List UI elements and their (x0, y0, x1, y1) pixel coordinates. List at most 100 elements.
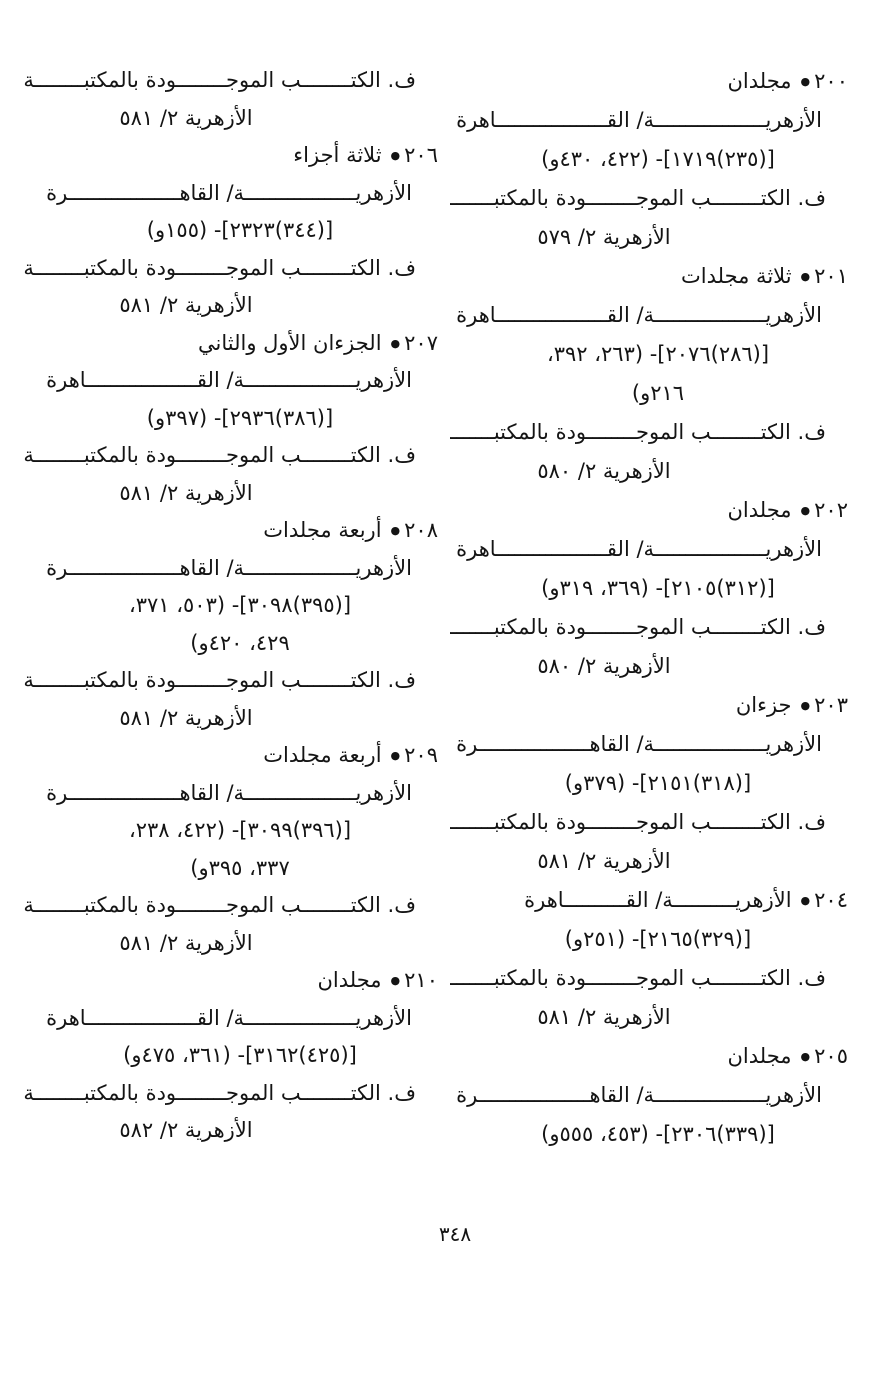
page-number: ٣٤٨ (438, 1222, 472, 1246)
location-line: الأزهرية ٢/ ٥٨٠ (537, 654, 671, 678)
entry-header-line: ٢٠٧● الجزءان الأول والثاني (24, 325, 438, 363)
holdings-line: ف. الكتــــــــب الموجــــــــودة بالمكت… (450, 966, 826, 990)
entry-title: الجزءان الأول والثاني (198, 330, 382, 355)
reference-line: [(٣٨٦)٢٩٣٦]- (٣٩٧و) (146, 405, 334, 430)
source-line: الأزهريــــــــــــــــــة/ القاهـــــــ… (46, 780, 412, 805)
reference-line: ٤٢٩، ٤٢٠و) (190, 630, 290, 655)
reference-line: [(٢٣٥)١٧١٩]- (٤٢٢، ٤٣٠و) (541, 147, 775, 171)
bullet-icon: ● (800, 699, 811, 712)
source-line: الأزهريــــــــــــــــــة/ القاهـــــــ… (46, 180, 412, 205)
reference-line: [(٤٢٥)٣١٦٢]- (٣٦١، ٤٧٥و) (123, 1043, 357, 1067)
entry-title: جزءان (735, 693, 792, 717)
entry-title: مجلدان (727, 69, 792, 93)
location-line: الأزهرية ٢/ ٥٨١ (119, 293, 253, 317)
location-line: الأزهرية ٢/ ٥٨٢ (119, 1118, 253, 1142)
entry-number: ٢٠٢ (814, 498, 848, 522)
source-line: الأزهريــــــــــــــــــة/ القاهـــــــ… (46, 555, 412, 580)
bullet-icon: ● (390, 974, 401, 987)
entry-header-line: ٢٠٩● أربعة مجلدات (24, 737, 438, 775)
bullet-icon: ● (390, 149, 401, 162)
column-left: ف. الكتــــــــب الموجــــــــودة بالمكت… (24, 62, 438, 1154)
holdings-line: ف. الكتــــــــب الموجــــــــودة بالمكت… (450, 186, 826, 210)
entry-number: ٢٠٣ (814, 693, 848, 717)
entry-title: ثلاثة أجزاء (293, 143, 382, 167)
entry-number: ٢٠٦ (404, 143, 438, 167)
reference-line: [(٣٩٦)٣٠٩٩]- (٤٢٢، ٢٣٨، (128, 818, 352, 842)
bullet-icon: ● (800, 894, 811, 907)
entry-number: ٢٠١ (814, 264, 848, 288)
bullet-icon: ● (800, 1050, 811, 1063)
holdings-line: ف. الكتــــــــب الموجــــــــودة بالمكت… (24, 68, 416, 92)
bullet-icon: ● (800, 504, 811, 517)
holdings-line: ف. الكتــــــــب الموجــــــــودة بالمكت… (450, 420, 826, 444)
reference-line: [(٣٩٥)٣٠٩٨]- (٥٠٣، ٣٧١، (128, 593, 352, 617)
entry-title: أربعة مجلدات (263, 743, 382, 767)
entry-title: ثلاثة مجلدات (681, 264, 792, 288)
entry-header-line: ٢٠٨● أربعة مجلدات (24, 512, 438, 550)
holdings-line: ف. الكتــــــــب الموجــــــــودة بالمكت… (450, 615, 826, 639)
catalog-entry: ٢٠٠● مجلدان الأزهريــــــــــــــــــة/ ا… (450, 62, 848, 257)
entry-number: ٢٠٠ (814, 69, 848, 93)
entry-title: مجلدان (727, 498, 792, 522)
holdings-line: ف. الكتــــــــب الموجــــــــودة بالمكت… (450, 810, 826, 834)
entry-header-line: ٢٠٥● مجلدان (450, 1037, 848, 1076)
holdings-line: ف. الكتــــــــب الموجــــــــودة بالمكت… (24, 893, 416, 917)
location-line: الأزهرية ٢/ ٥٨١ (119, 930, 253, 955)
location-line: الأزهرية ٢/ ٥٨١ (119, 705, 253, 730)
catalog-entry: ٢١٠● مجلدان الأزهريــــــــــــــــــة/ ا… (24, 962, 438, 1150)
catalog-entry: ٢٠٣● جزءان الأزهريــــــــــــــــــة/ ال… (450, 686, 848, 881)
entry-number: ٢٠٩ (404, 743, 438, 767)
two-column-layout: ٢٠٠●مجلدان الأزهريــــــــــــــــــة/ ا… (24, 62, 848, 1154)
holdings-line: ف. الكتــــــــب الموجــــــــودة بالمكت… (24, 443, 416, 467)
holdings-line: ف. الكتــــــــب الموجــــــــودة بالمكت… (24, 1080, 416, 1105)
catalog-entry: ٢٠٤● الأزهريــــــــــة/ القــــــــــاهر… (450, 881, 848, 1037)
location-line: الأزهرية ٢/ ٥٨٠ (537, 459, 671, 483)
catalog-entry: ف. الكتــــــــب الموجــــــــودة بالمكت… (24, 62, 438, 137)
location-line: الأزهرية ٢/ ٥٨١ (119, 105, 253, 130)
source-line: الأزهريــــــــــــــــــة/ القـــــــــ… (46, 1005, 412, 1030)
entry-header-line: ٢٠١● ثلاثة مجلدات (450, 257, 848, 296)
catalog-entry: ٢٠٦● ثلاثة أجزاء الأزهريـــــــــــــــــ… (24, 137, 438, 325)
source-line: الأزهريــــــــــــــــــة/ القـــــــــ… (456, 303, 822, 327)
reference-line: ٢١٦و) (631, 381, 685, 405)
source-line: الأزهريــــــــــــــــــة/ القـــــــــ… (456, 108, 822, 132)
reference-line: [(٣٣٩)٢٣٠٦]- (٤٥٣، ٥٥٥و) (541, 1122, 775, 1146)
entry-title: مجلدان (727, 1044, 792, 1068)
holdings-line: ف. الكتــــــــب الموجــــــــودة بالمكت… (24, 668, 416, 692)
catalog-entry: ٢٠٧● الجزءان الأول والثاني الأزهريـــــــ… (24, 325, 438, 513)
catalog-entry: ٢٠٢● مجلدان الأزهريــــــــــــــــــة/ ا… (450, 491, 848, 686)
bullet-icon: ● (390, 524, 401, 537)
holdings-line: ف. الكتــــــــب الموجــــــــودة بالمكت… (24, 255, 416, 280)
reference-line: [(٣١٢)٢١٠٥]- (٣٦٩، ٣١٩و) (541, 576, 775, 600)
bullet-icon: ● (800, 75, 811, 88)
reference-line: [(٣٤٤)٢٣٢٣]- (١٥٥و) (146, 218, 334, 242)
entry-header-line: ٢٠٦● ثلاثة أجزاء (24, 137, 438, 175)
reference-line: [(٣٢٩)٢١٦٥]- (٢٥١و) (564, 927, 752, 951)
entry-header-line: ٢٠٠● مجلدان (450, 62, 848, 101)
entry-header-line: ٢٠٢● مجلدان (450, 491, 848, 530)
catalog-entry: ٢٠٥● مجلدان الأزهريــــــــــــــــــة/ ا… (450, 1037, 848, 1154)
source-line: الأزهريــــــــــــــــــة/ القاهـــــــ… (456, 732, 822, 756)
source-line: الأزهريــــــــــــــــــة/ القـــــــــ… (46, 368, 412, 392)
entry-number: ٢٠٨ (404, 518, 438, 542)
reference-line: [(٣١٨)٢١٥١]- (٣٧٩و) (564, 771, 752, 795)
location-line: الأزهرية ٢/ ٥٧٩ (537, 225, 671, 249)
entry-title: أربعة مجلدات (263, 518, 382, 542)
entry-title: الأزهريــــــــــة/ القــــــــــاهرة (524, 888, 792, 912)
column-right: ٢٠٠●مجلدان الأزهريــــــــــــــــــة/ ا… (450, 62, 848, 1154)
catalog-entry: ٢٠١● ثلاثة مجلدات الأزهريــــــــــــــــ… (450, 257, 848, 491)
entry-number: ٢٠٧ (404, 330, 438, 355)
source-line: الأزهريــــــــــــــــــة/ القـــــــــ… (456, 537, 822, 561)
entry-title: مجلدان (317, 968, 382, 992)
bullet-icon: ● (390, 749, 401, 762)
location-line: الأزهرية ٢/ ٥٨١ (537, 849, 671, 873)
source-line: الأزهريــــــــــــــــــة/ القاهـــــــ… (456, 1083, 822, 1107)
entry-number: ٢٠٤ (814, 888, 848, 912)
bullet-icon: ● (800, 270, 811, 283)
entry-header-line: ٢٠٤● الأزهريــــــــــة/ القــــــــــاهر… (450, 881, 848, 920)
entry-number: ٢١٠ (404, 968, 438, 992)
catalog-entry: ٢٠٩● أربعة مجلدات الأزهريــــــــــــــــ… (24, 737, 438, 962)
entry-header-line: ٢٠٣● جزءان (450, 686, 848, 725)
reference-line: [(٢٨٦)٢٠٧٦]- (٢٦٣، ٣٩٢، (546, 342, 770, 366)
